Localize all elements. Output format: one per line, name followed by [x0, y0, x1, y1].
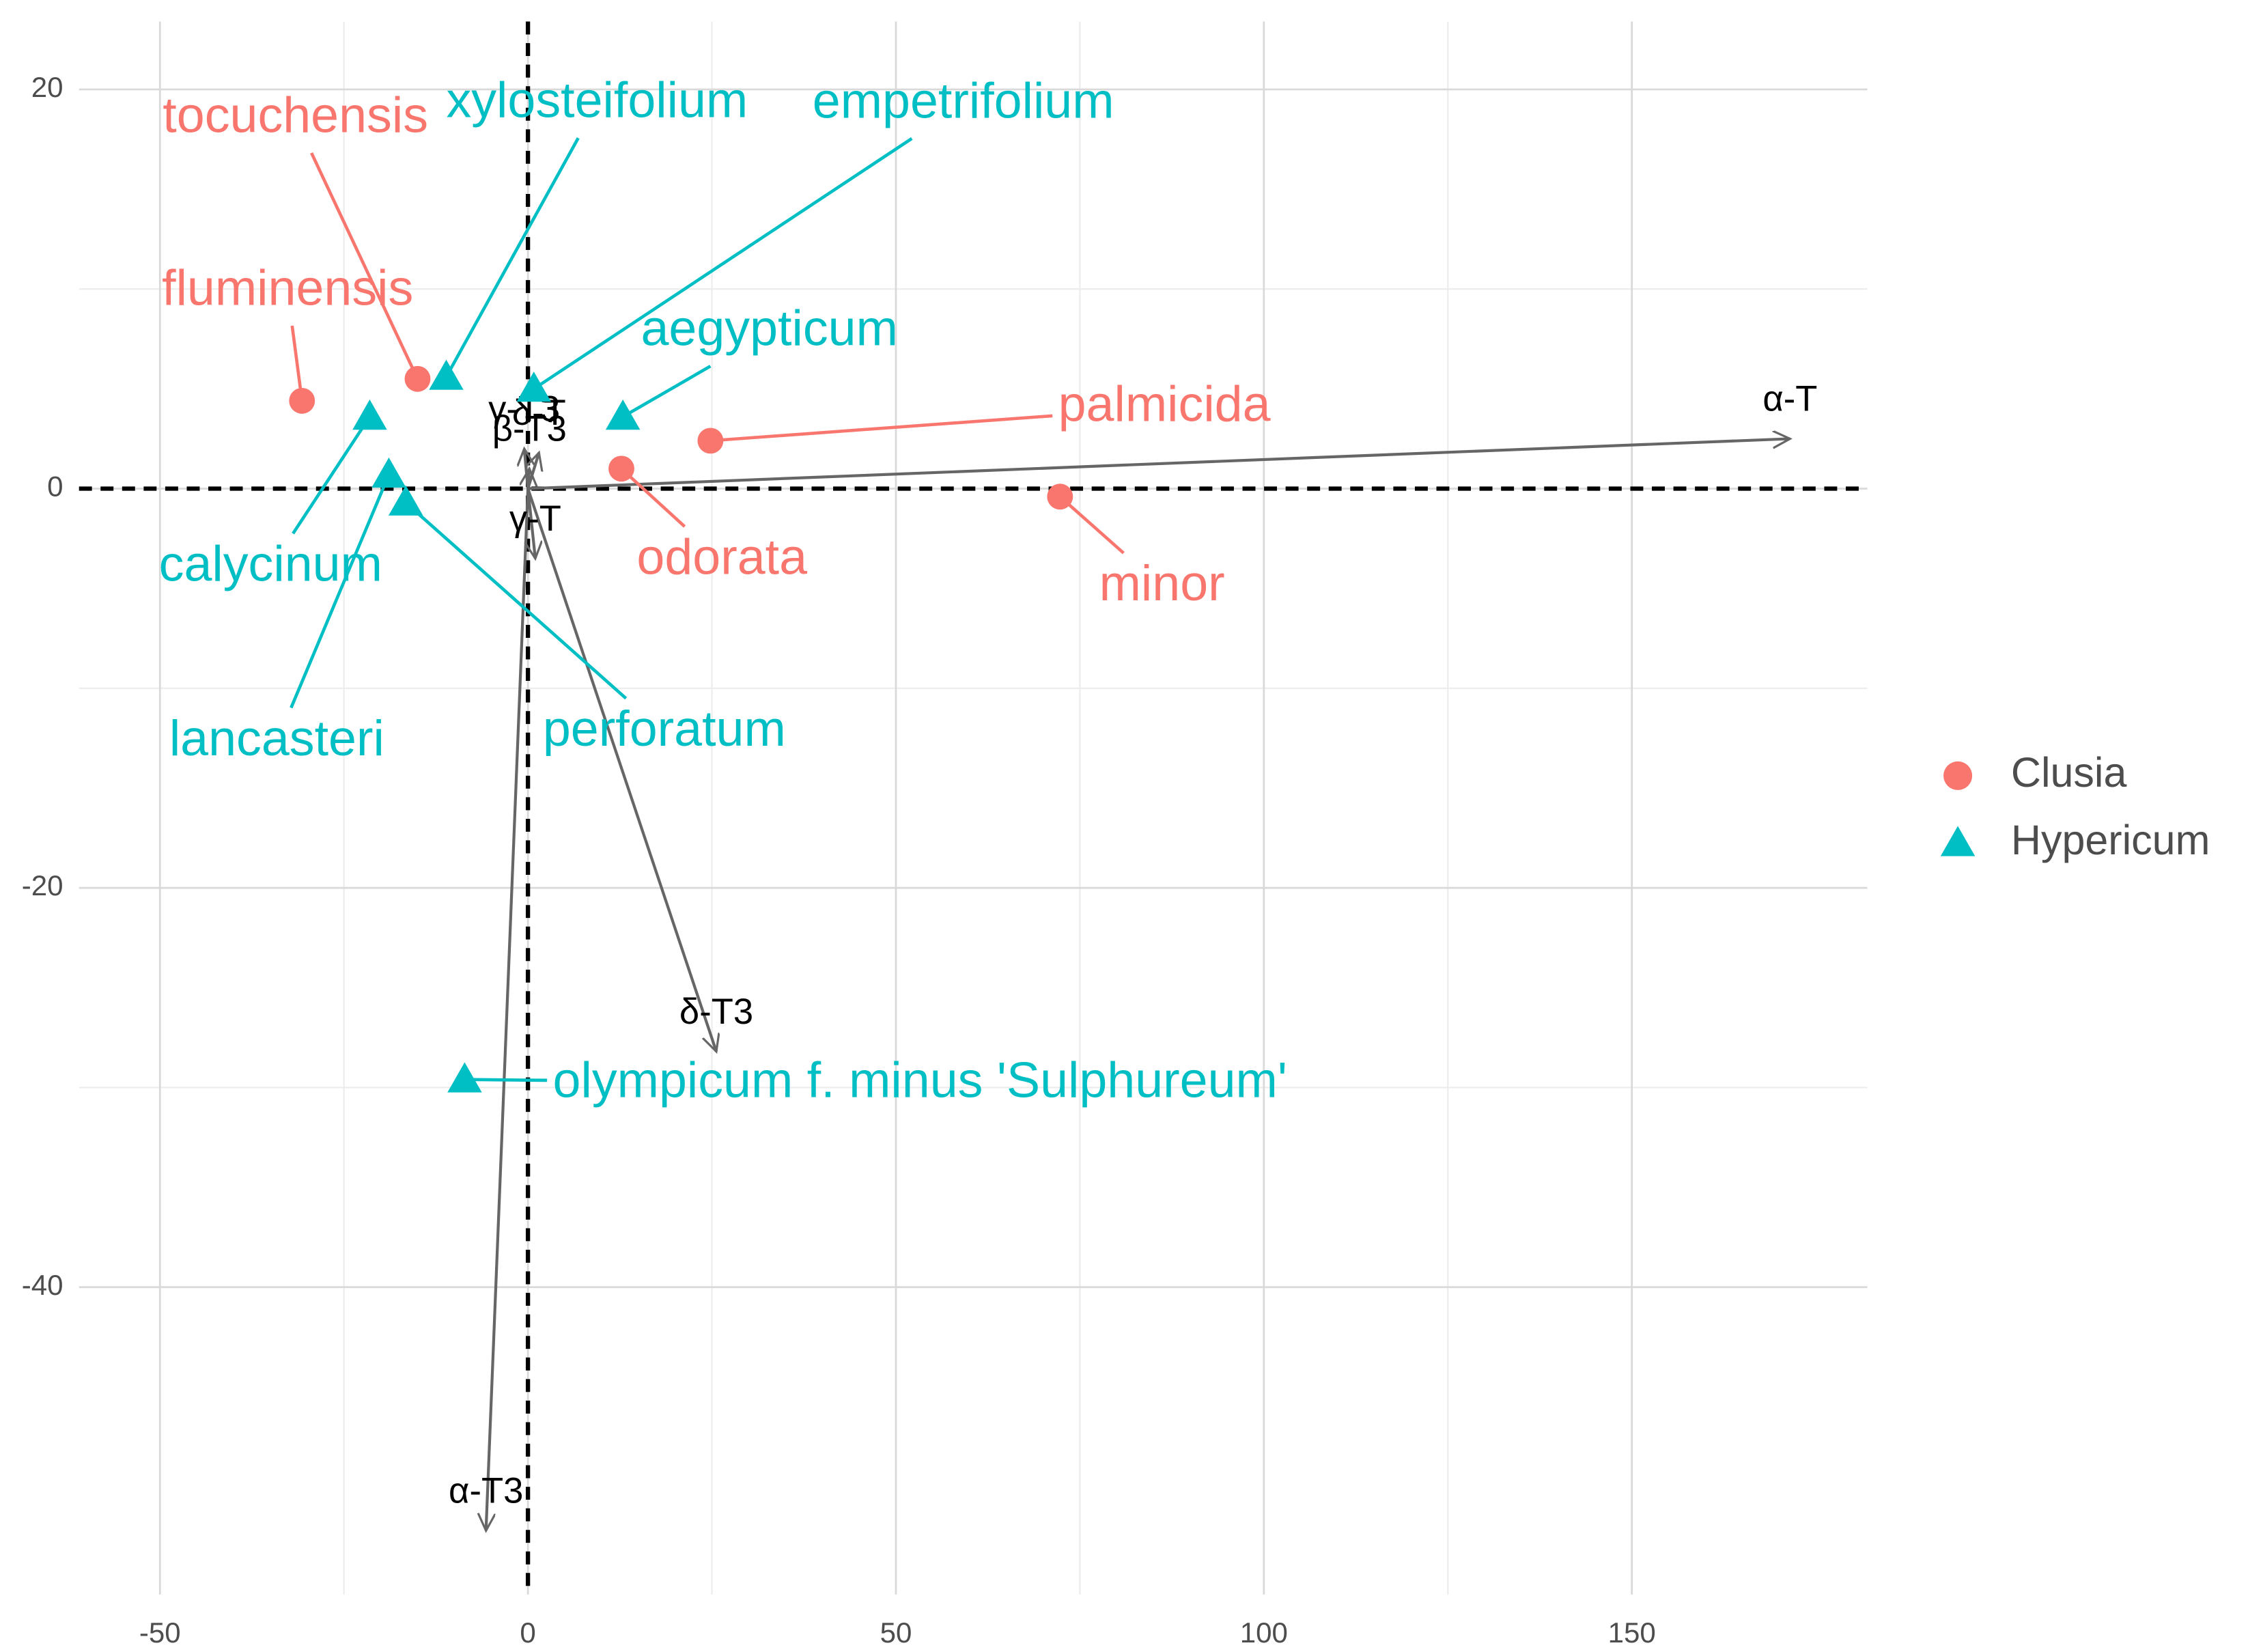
label-segment: [310, 152, 419, 380]
point: [352, 400, 387, 430]
point-label: olympicum f. minus 'Sulphureum': [553, 1051, 1287, 1108]
loading-arrow: [528, 468, 529, 489]
point-label: perforatum: [543, 700, 786, 757]
point-label: empetrifolium: [813, 72, 1114, 128]
label-segment: [445, 137, 580, 378]
point-label: aegypticum: [641, 300, 897, 356]
point: [608, 456, 634, 482]
label-segment: [621, 365, 712, 419]
legend-label: Hypericum: [2011, 817, 2210, 863]
point-label: palmicida: [1058, 375, 1271, 432]
point: [605, 400, 641, 430]
x-tick-label: -50: [139, 1616, 181, 1649]
loadings: α-Tα-T3δ-T3γ-Tγ-T3δ-Tβ-T3: [449, 379, 1817, 1531]
legend-label: Clusia: [2011, 749, 2127, 796]
reference-lines: [79, 21, 1868, 1595]
label-segment: [620, 467, 686, 528]
loading-label: γ-T: [509, 499, 561, 539]
x-tick-label: 0: [520, 1616, 535, 1649]
loading-arrow: [486, 488, 530, 1531]
legend-key: [1943, 761, 1973, 790]
loading-arrow: [526, 488, 716, 1052]
point: [1047, 484, 1073, 510]
point: [429, 359, 464, 390]
loading-label: δ-T3: [679, 992, 753, 1032]
legend-key: [1940, 826, 1976, 856]
point: [371, 457, 406, 488]
x-tick-label: 150: [1608, 1616, 1656, 1649]
point-label: odorata: [636, 528, 807, 585]
label-segment: [292, 416, 371, 535]
point-label: fluminensis: [162, 260, 413, 316]
legend: Clusia Hypericum: [1940, 749, 2210, 863]
point-label: lancasteri: [169, 710, 384, 766]
point-label: tocuchensis: [163, 86, 428, 143]
loading-arrow: [528, 488, 535, 559]
label-segment: [404, 501, 628, 700]
y-tick-label: -40: [22, 1269, 64, 1301]
point-label: minor: [1099, 555, 1225, 611]
point: [516, 372, 551, 402]
point: [447, 1062, 482, 1093]
label-segment: [290, 474, 391, 709]
label-segment: [710, 414, 1053, 443]
y-tick-label: -20: [22, 869, 64, 901]
loading-label: α-T: [1762, 379, 1817, 419]
point-label: xylosteifolium: [446, 72, 748, 128]
points: fluminensis tocuchensis odorata palmicida mi…: [159, 72, 1287, 1108]
x-tick-label: 100: [1240, 1616, 1288, 1649]
loading-label: α-T3: [449, 1471, 523, 1511]
x-tick-label: 50: [880, 1616, 912, 1649]
loading-label: β-T3: [492, 409, 567, 449]
label-segment: [533, 137, 913, 391]
point: [404, 365, 431, 392]
label-segment: [1058, 495, 1125, 555]
loading-arrow: [528, 438, 1790, 490]
point-label: calycinum: [159, 535, 382, 592]
point: [697, 428, 724, 454]
point: [289, 387, 315, 414]
y-tick-label: 0: [47, 471, 63, 503]
point: [388, 485, 423, 516]
y-tick-label: 20: [31, 71, 64, 103]
